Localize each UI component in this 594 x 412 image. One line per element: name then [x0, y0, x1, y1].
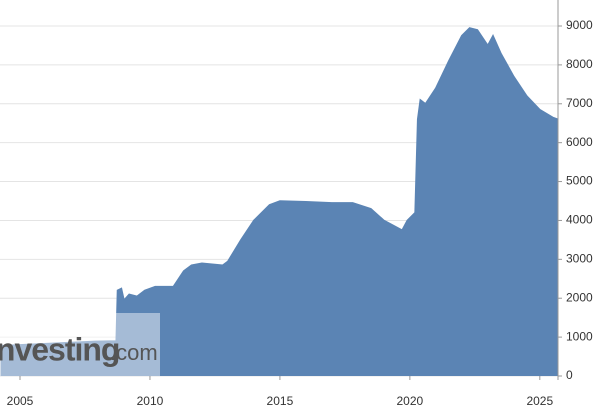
y-tick-label: 3000	[566, 252, 593, 266]
watermark-main: Investing	[0, 331, 119, 367]
y-tick-label: 0	[566, 368, 573, 382]
y-tick-label: 7000	[566, 96, 593, 110]
x-tick-label: 2025	[526, 394, 553, 408]
watermark-suffix: .com	[110, 340, 158, 365]
x-tick-label: 2005	[7, 394, 34, 408]
x-tick-label: 2020	[397, 394, 424, 408]
watermark-box	[0, 313, 160, 376]
y-tick-label: 1000	[566, 329, 593, 343]
plot-area	[0, 27, 559, 377]
x-tick-label: 2015	[267, 394, 294, 408]
area-outline	[0, 27, 559, 347]
y-tick-label: 5000	[566, 174, 593, 188]
y-tick-label: 9000	[566, 18, 593, 32]
x-tick-label: 2010	[137, 394, 164, 408]
y-tick-label: 2000	[566, 290, 593, 304]
watermark: Investing .com	[0, 313, 160, 376]
y-tick-label: 4000	[566, 213, 593, 227]
y-tick-label: 8000	[566, 57, 593, 71]
axes: 0 1000 2000 3000 4000 5000 6000 7000 8000 9000 200…	[7, 18, 593, 408]
y-tick-label: 6000	[566, 135, 593, 149]
